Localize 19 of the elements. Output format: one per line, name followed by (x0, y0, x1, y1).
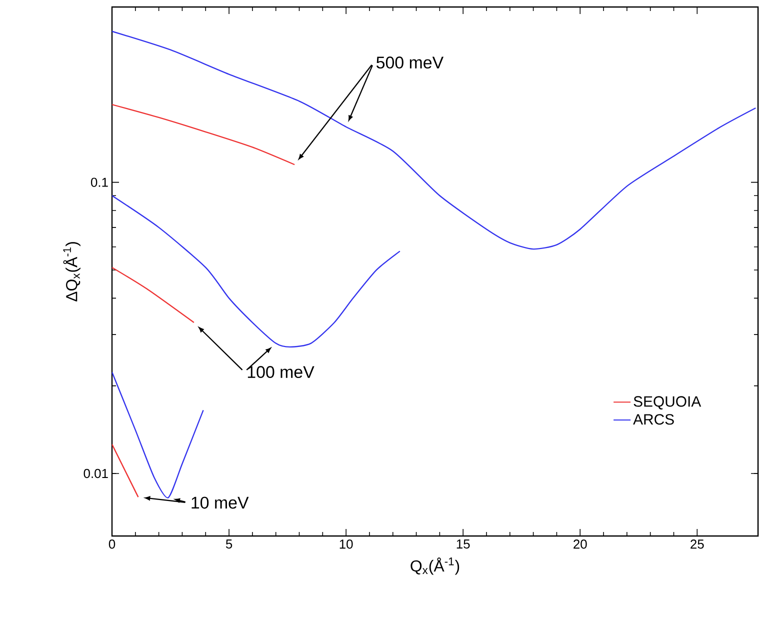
annotation: 10 meV (192, 496, 249, 509)
x-tick-label: 25 (690, 540, 704, 549)
x-tick-label: 15 (456, 540, 470, 549)
annotation: 100 meV (248, 366, 314, 378)
x-tick-label: 0 (108, 540, 116, 549)
x-tick-label: 5 (226, 540, 232, 549)
x-tick-label: 10 (340, 540, 353, 549)
x-axis-title: Q$_{x}$(Å$^{-1}$) (410, 558, 460, 575)
legend-label: ARCS (633, 414, 674, 425)
line-series (112, 195, 400, 348)
line-series (112, 371, 204, 498)
y-axis-title: ΔQ$_{x}$(Å$^{-1}$) (63, 242, 80, 302)
line-series (112, 30, 756, 250)
line-series (112, 104, 296, 166)
x-tick-label: 20 (574, 540, 587, 549)
y-tick-label: 0.01 (84, 468, 108, 478)
y-tick-label: 0.1 (90, 178, 108, 187)
annotation: 500 meV (376, 56, 444, 69)
legend-label: SEQUOIA (634, 396, 702, 410)
